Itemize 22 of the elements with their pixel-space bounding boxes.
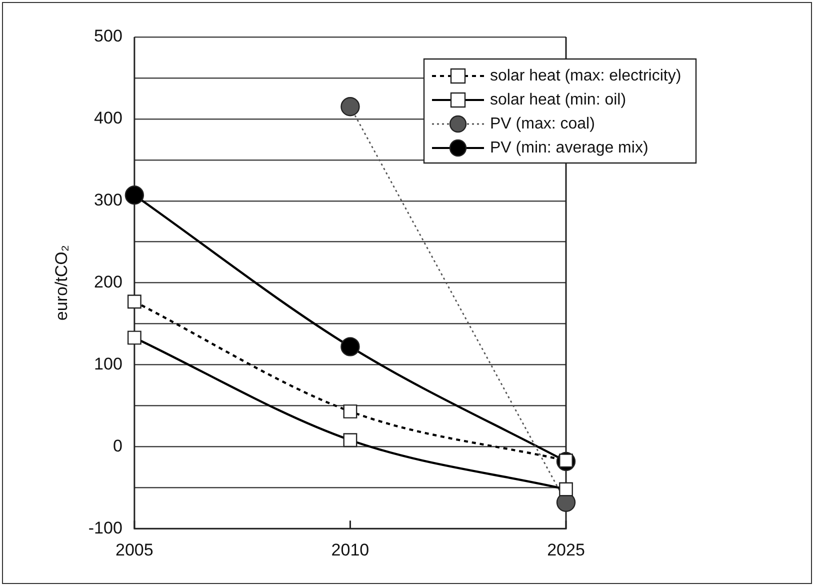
legend-label: PV (min: average mix) — [490, 139, 648, 156]
y-tick-label: -100 — [88, 518, 122, 538]
y-tick-label: 200 — [94, 272, 122, 292]
point — [124, 186, 144, 205]
legend-label: solar heat (min: oil) — [490, 91, 626, 108]
point — [343, 433, 358, 448]
y-tick-label: 0 — [112, 436, 122, 456]
point — [340, 337, 360, 356]
legend-label: solar heat (max: electricity) — [490, 67, 682, 84]
point — [340, 97, 360, 116]
y-tick-label: 300 — [94, 190, 122, 210]
x-tick-label: 2010 — [331, 540, 370, 560]
y-tick-label: 500 — [94, 26, 122, 46]
point — [127, 330, 142, 345]
x-tick-label: 2025 — [547, 540, 585, 560]
y-tick-label: 400 — [94, 108, 122, 128]
point — [127, 294, 142, 309]
point — [559, 482, 573, 496]
legend-label: PV (max: coal) — [490, 115, 595, 132]
y-tick-label: 100 — [94, 354, 122, 374]
y-axis-title: euro/tCO₂ — [52, 245, 71, 321]
x-tick-label: 2005 — [116, 540, 154, 560]
